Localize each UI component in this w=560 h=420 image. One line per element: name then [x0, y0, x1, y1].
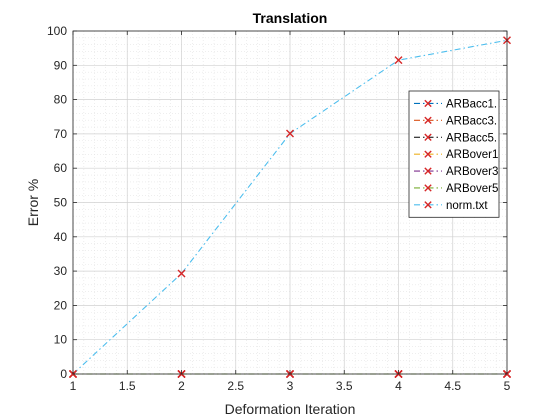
marker-stroke: [424, 167, 432, 175]
legend-label: norm.txt: [446, 200, 488, 212]
x-axis-label: Deformation Iteration: [225, 401, 356, 417]
marker-stroke: [424, 116, 432, 125]
legend-entry: ARBacc1.: [414, 98, 497, 110]
x-tick-label: 2.5: [227, 379, 244, 393]
y-tick-label: 90: [54, 58, 68, 72]
marker-stroke: [424, 133, 432, 141]
y-axis-label: Error %: [25, 179, 41, 226]
legend-marker: [424, 133, 432, 141]
y-tick-label: 70: [54, 127, 68, 141]
legend-marker: [424, 201, 432, 209]
legend-entry: ARBover3: [414, 166, 498, 178]
x-tick-label: 3: [287, 379, 294, 393]
series-norm-txt: [69, 36, 511, 378]
y-tick-label: 10: [54, 333, 68, 347]
x-tick-label: 4.5: [444, 379, 461, 393]
marker-stroke: [177, 269, 186, 278]
data-point: [394, 56, 403, 65]
legend-marker: [424, 150, 432, 158]
chart-title: Translation: [253, 10, 328, 26]
legend-label: ARBover3: [446, 166, 498, 178]
x-tick-label: 2: [178, 379, 185, 393]
x-tick-label: 4: [395, 379, 402, 393]
legend-marker: [424, 99, 432, 108]
marker-stroke: [424, 184, 432, 192]
y-tick-label: 40: [54, 230, 68, 244]
y-tick-label: 30: [54, 264, 68, 278]
x-tick-label: 5: [504, 379, 511, 393]
y-tick-label: 60: [54, 161, 68, 175]
y-tick-label: 0: [60, 367, 67, 381]
y-tick-label: 20: [54, 298, 68, 312]
legend-marker: [424, 116, 432, 125]
legend-entry: ARBover1: [414, 149, 498, 161]
y-tick-label: 80: [54, 93, 68, 107]
data-point: [177, 269, 186, 278]
legend-entry: ARBacc3.: [414, 115, 497, 127]
marker-stroke: [424, 99, 432, 108]
legend-marker: [424, 167, 432, 175]
legend-entry: ARBacc5.: [414, 132, 497, 144]
legend-label: ARBacc5.: [446, 132, 497, 144]
x-tick-label: 1.5: [119, 379, 136, 393]
y-tick-label: 100: [47, 24, 67, 38]
marker-stroke: [424, 201, 432, 209]
legend-label: ARBover5: [446, 183, 498, 195]
legend-entry: norm.txt: [414, 200, 488, 212]
legend-label: ARBacc1.: [446, 98, 497, 110]
x-tick-label: 3.5: [336, 379, 353, 393]
marker-stroke: [424, 150, 432, 158]
y-tick-label: 50: [54, 196, 68, 210]
legend[interactable]: ARBacc1. ARBacc3. ARBacc5. ARBover1 ARBover3…: [408, 90, 500, 218]
marker-stroke: [394, 56, 403, 65]
legend-label: ARBover1: [446, 149, 498, 161]
x-tick-label: 1: [70, 379, 77, 393]
data-point: [286, 129, 294, 138]
legend-label: ARBacc3.: [446, 115, 497, 127]
legend-entry: ARBover5: [414, 183, 498, 195]
marker-stroke: [286, 129, 294, 138]
legend-marker: [424, 184, 432, 192]
